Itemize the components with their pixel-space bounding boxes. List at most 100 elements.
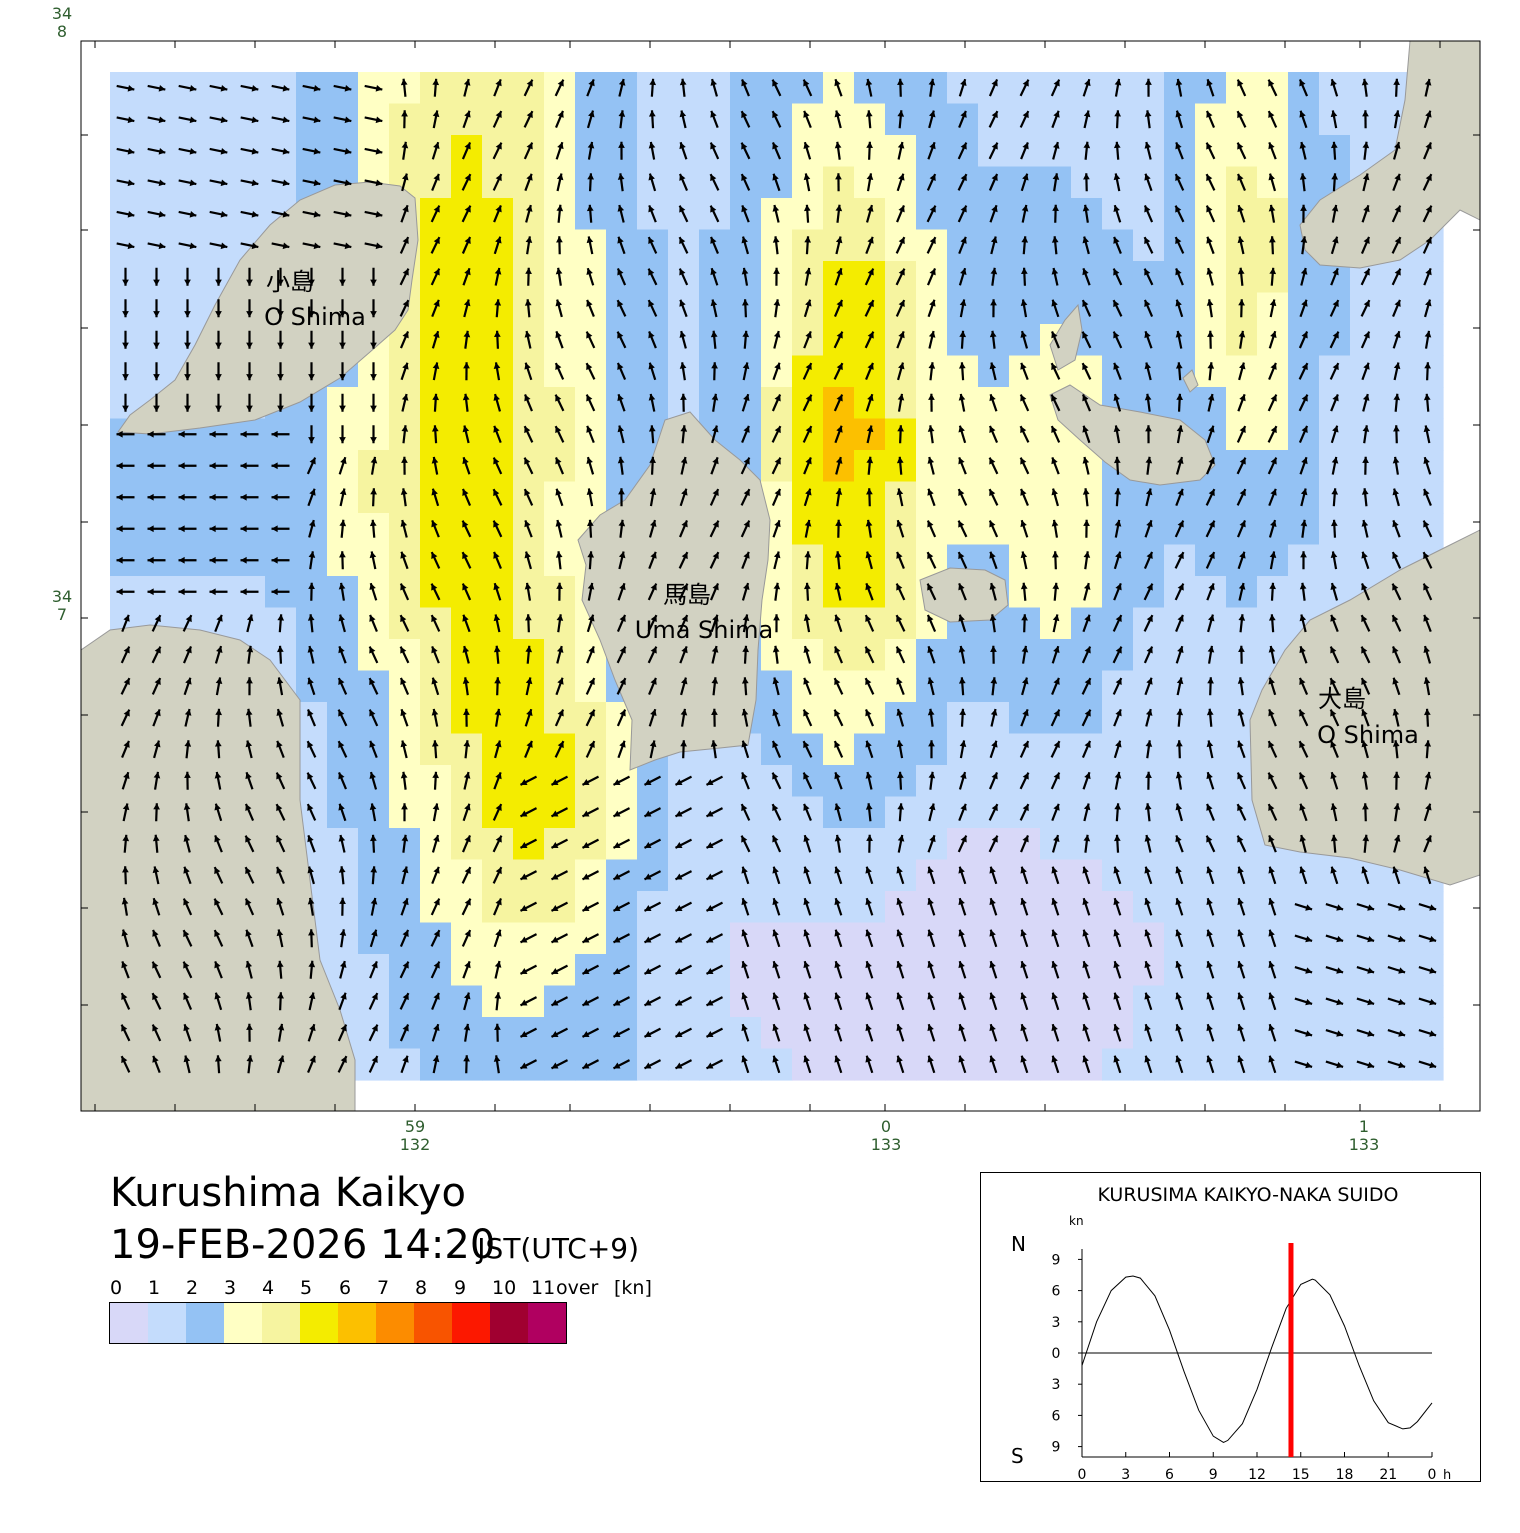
- tide-y-tick-label: 3: [1052, 1315, 1061, 1331]
- current-arrow-head: [588, 614, 595, 622]
- current-arrow-head: [927, 1024, 934, 1032]
- legend-swatch-5: [300, 1303, 338, 1343]
- current-arrow-head: [1299, 677, 1306, 685]
- current-arrow-head: [1084, 709, 1091, 717]
- current-arrow-head: [803, 204, 811, 212]
- current-arrow-head: [184, 311, 191, 318]
- current-arrow-head: [433, 142, 440, 150]
- current-arrow-head: [524, 299, 532, 306]
- current-arrow-head: [339, 405, 346, 412]
- current-arrow-head: [1207, 645, 1215, 653]
- current-arrow-head: [282, 116, 290, 124]
- current-arrow-head: [836, 331, 843, 339]
- current-arrow-head: [556, 173, 564, 181]
- current-arrow-head: [927, 425, 935, 432]
- current-arrow-head: [154, 678, 161, 686]
- current-arrow-head: [1053, 646, 1060, 654]
- current-arrow-head: [1083, 583, 1091, 590]
- current-arrow-head: [401, 866, 409, 874]
- current-arrow-head: [1332, 236, 1339, 244]
- current-arrow-head: [1398, 904, 1406, 911]
- current-arrow-head: [773, 331, 781, 338]
- current-arrow-head: [1114, 803, 1122, 810]
- current-arrow-head: [246, 1023, 253, 1030]
- current-arrow-head: [282, 179, 290, 187]
- current-arrow-head: [803, 835, 810, 843]
- current-arrow-head: [277, 342, 284, 349]
- current-arrow-head: [1144, 1024, 1151, 1032]
- current-arrow-head: [958, 1024, 965, 1032]
- current-arrow-head: [613, 936, 621, 943]
- current-arrow-head: [1299, 866, 1306, 874]
- current-arrow-head: [1330, 79, 1337, 86]
- current-arrow-head: [1082, 394, 1089, 402]
- current-arrow-head: [617, 236, 624, 244]
- current-arrow-head: [1336, 967, 1344, 974]
- current-arrow-head: [587, 582, 595, 590]
- current-arrow-head: [401, 803, 408, 810]
- current-arrow-head: [1022, 772, 1029, 780]
- current-arrow-head: [836, 394, 843, 402]
- current-arrow-head: [989, 583, 997, 590]
- current-arrow-head: [741, 898, 748, 906]
- current-arrow-head: [184, 374, 191, 381]
- current-arrow-head: [1361, 678, 1368, 686]
- current-arrow-head: [898, 300, 905, 308]
- current-arrow-head: [648, 362, 655, 370]
- current-arrow-head: [679, 268, 686, 276]
- current-arrow-head: [1175, 835, 1182, 843]
- current-arrow-head: [276, 866, 283, 874]
- current-arrow-head: [220, 85, 228, 92]
- current-arrow-head: [644, 1062, 652, 1069]
- current-arrow-head: [742, 362, 750, 370]
- current-arrow-head: [339, 279, 346, 286]
- current-arrow-head: [989, 330, 997, 338]
- current-arrow-head: [370, 374, 377, 381]
- current-arrow-head: [1115, 583, 1122, 591]
- current-arrow-head: [1332, 331, 1339, 339]
- tide-series-line: [1081, 1275, 1433, 1443]
- current-arrow-head: [898, 268, 905, 276]
- current-arrow-head: [1144, 299, 1151, 307]
- current-arrow-head: [896, 1055, 903, 1063]
- current-arrow-head: [648, 331, 655, 339]
- current-arrow-head: [582, 873, 590, 880]
- current-arrow-head: [495, 835, 502, 843]
- current-arrow-head: [675, 842, 683, 849]
- current-arrow-head: [613, 999, 621, 1006]
- current-arrow-head: [1051, 299, 1058, 307]
- current-arrow-head: [1237, 173, 1244, 181]
- current-arrow-head: [152, 1024, 159, 1032]
- current-arrow-head: [375, 242, 383, 250]
- current-arrow-head: [1361, 709, 1368, 717]
- tide-x-tick-label: 9: [1209, 1467, 1218, 1481]
- current-arrow-head: [370, 311, 377, 318]
- current-arrow-head: [525, 677, 533, 685]
- current-arrow-head: [805, 394, 812, 402]
- current-arrow-head: [990, 236, 998, 244]
- current-arrow-head: [309, 457, 316, 465]
- current-arrow-head: [271, 525, 278, 533]
- current-arrow-head: [313, 179, 321, 187]
- current-arrow-head: [1367, 1061, 1375, 1069]
- current-arrow-head: [1082, 1055, 1089, 1063]
- current-arrow-head: [1175, 205, 1182, 213]
- current-arrow-head: [1423, 646, 1430, 653]
- current-arrow-head: [741, 174, 748, 182]
- current-arrow-head: [1144, 992, 1151, 1000]
- legend-swatch-0: [110, 1303, 148, 1343]
- current-arrow-head: [1425, 205, 1432, 213]
- current-arrow-head: [1051, 331, 1058, 339]
- current-arrow-head: [681, 677, 688, 685]
- current-arrow-head: [613, 905, 621, 912]
- current-arrow-head: [680, 740, 687, 747]
- current-arrow-head: [706, 873, 714, 880]
- current-arrow-head: [463, 740, 471, 747]
- current-arrow-head: [433, 331, 440, 338]
- current-arrow-head: [526, 111, 533, 119]
- current-arrow-head: [1394, 173, 1401, 181]
- current-arrow-head: [271, 588, 278, 596]
- current-arrow-head: [1175, 237, 1182, 245]
- current-arrow-head: [189, 116, 197, 124]
- current-arrow-head: [277, 374, 284, 381]
